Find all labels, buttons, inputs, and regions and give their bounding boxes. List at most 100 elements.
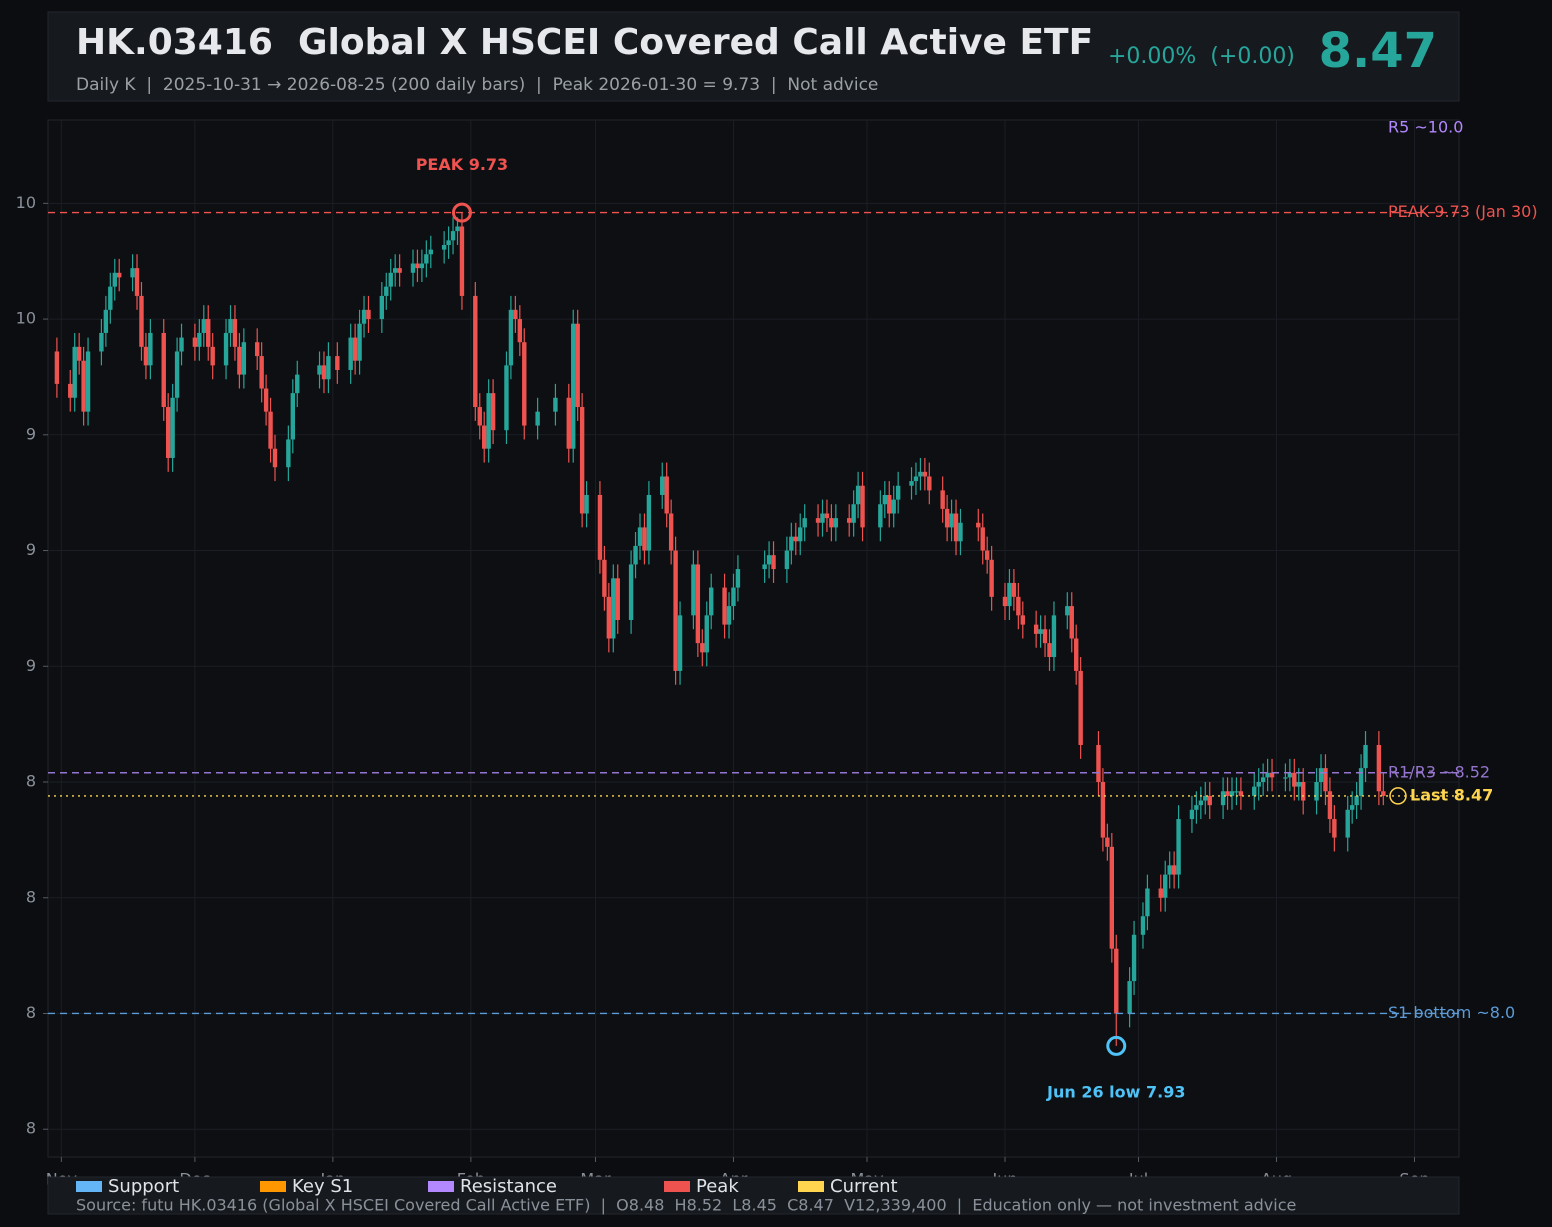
candle-body <box>72 346 77 398</box>
candle-body <box>348 337 353 370</box>
candle-body <box>424 254 429 264</box>
candle-body <box>980 527 985 551</box>
candle-body <box>1269 772 1275 778</box>
candle-body <box>139 295 144 347</box>
header-panel <box>47 11 1460 102</box>
candle-body <box>272 448 278 468</box>
y-tick-label: 9 <box>26 424 36 443</box>
candle-body <box>1167 865 1172 875</box>
candle-body <box>820 513 825 523</box>
candle-body <box>388 272 393 287</box>
candle-body <box>1265 772 1270 778</box>
candle-body <box>989 559 994 597</box>
candle-body <box>1287 772 1293 778</box>
candle-body <box>976 522 981 528</box>
candle-body <box>606 596 612 639</box>
candle-body <box>1363 744 1368 769</box>
candle-body <box>143 346 149 366</box>
candle-body <box>1189 809 1195 820</box>
candle-body <box>1033 624 1039 634</box>
candle-body <box>829 518 834 528</box>
legend-swatch <box>76 1181 102 1192</box>
candle-body <box>482 425 487 449</box>
candle-body <box>513 309 518 320</box>
candle-body <box>1376 744 1382 792</box>
candle-body <box>1349 805 1355 810</box>
candle-body <box>944 508 950 528</box>
price-change: +0.00% (+0.00) <box>1108 44 1295 69</box>
candle-body <box>664 476 669 514</box>
candle-body <box>793 536 798 542</box>
chart-title: HK.03416 Global X HSCEI Covered Call Act… <box>76 22 1093 63</box>
candle-body <box>1105 837 1110 847</box>
candle-body <box>1283 777 1288 779</box>
candle-body <box>357 323 362 361</box>
level-label: S1 bottom ~8.0 <box>1388 1003 1515 1022</box>
candle-body <box>392 268 398 273</box>
level-label: R5 ~10.0 <box>1388 118 1463 137</box>
candle-body <box>1358 768 1364 796</box>
candle-body <box>927 476 932 491</box>
candle-body <box>1127 981 1132 1014</box>
last-price: 8.47 <box>1319 23 1437 79</box>
candle-body <box>1301 782 1306 801</box>
legend-label: Peak <box>696 1176 739 1197</box>
candle-body <box>953 513 959 542</box>
legend-label: Current <box>830 1176 898 1197</box>
candle-body <box>361 309 367 324</box>
candle-body <box>802 518 807 528</box>
candle-body <box>1323 768 1328 792</box>
candle-body <box>887 494 892 514</box>
candle-body <box>81 360 86 412</box>
candle-body <box>566 397 571 449</box>
candle-body <box>228 319 233 333</box>
candle-body <box>1194 805 1199 810</box>
candle-body <box>263 388 269 412</box>
candle-body <box>415 263 420 269</box>
candle-body <box>633 545 638 565</box>
candle-body <box>1220 791 1226 806</box>
candle-body <box>508 309 514 366</box>
candle-body <box>1038 629 1043 634</box>
candle-body <box>1296 782 1301 787</box>
candle-body <box>597 494 603 560</box>
legend-swatch <box>798 1181 824 1192</box>
candle-body <box>646 494 652 551</box>
candle-body <box>571 323 576 449</box>
candle-body <box>1020 615 1025 625</box>
candle-body <box>1109 846 1115 949</box>
candle-body <box>909 481 914 486</box>
annotation-marker <box>1106 1035 1127 1056</box>
candle-body <box>259 356 264 389</box>
candle-body <box>455 226 460 232</box>
candle-body <box>918 471 923 477</box>
candle-body <box>1140 916 1146 935</box>
candle-body <box>1047 643 1052 658</box>
candle-body <box>628 564 634 620</box>
candle-body <box>1131 934 1137 982</box>
candle-body <box>54 351 60 384</box>
candle-body <box>490 393 496 431</box>
candle-body <box>295 374 300 394</box>
candle-body <box>709 587 714 616</box>
candle-body <box>117 272 122 278</box>
candle-body <box>522 342 527 426</box>
annotation-label: Jun 26 low 7.93 <box>1046 1082 1185 1101</box>
candle-body <box>771 555 776 570</box>
candle-body <box>379 295 385 320</box>
candle-body <box>459 226 465 296</box>
candle-body <box>1145 888 1150 917</box>
candle-body <box>704 615 709 653</box>
candle-body <box>602 559 607 597</box>
candle-body <box>1096 744 1101 783</box>
candle-body <box>419 263 425 269</box>
candle-body <box>691 564 696 616</box>
level-label: PEAK 9.73 (Jan 30) <box>1388 202 1538 221</box>
candle-body <box>611 578 616 639</box>
candle-body <box>85 351 91 412</box>
candle-body <box>1238 791 1244 796</box>
candle-body <box>553 397 558 412</box>
candle-body <box>579 407 585 514</box>
candle-body <box>103 309 109 333</box>
